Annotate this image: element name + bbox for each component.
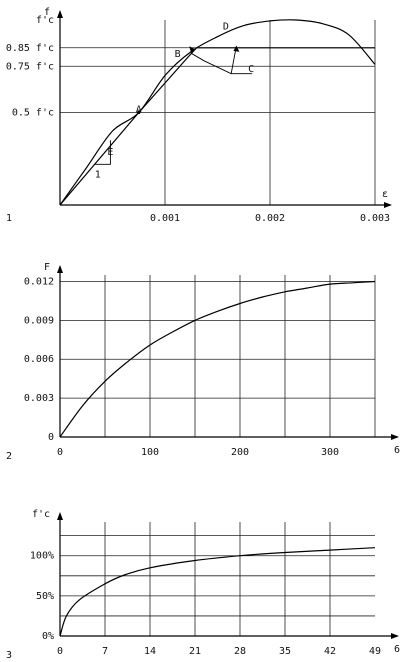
c-leader-arrow-2 [233, 45, 240, 52]
x-tick-label: 0 [57, 646, 63, 657]
annotation-label: C [248, 64, 254, 75]
x-tick-label: 42 [324, 646, 336, 657]
y-tick-label: 0% [42, 631, 54, 642]
y-tick-label: 0.009 [24, 315, 54, 326]
panels: f ε 0.001 0.002 0.003 0.5 f'c 0.75 f'c 0.85 f'c… [6, 7, 400, 661]
x-tick-label: 300 [321, 447, 339, 458]
x-tick-label: 200 [231, 447, 249, 458]
y-tick-label: 0.5 f'c [12, 108, 54, 119]
y-axis-arrow [57, 10, 63, 18]
y-tick-label: 0 [48, 432, 54, 443]
x-tick-label: 14 [144, 646, 156, 657]
x-axis-label: 6 [394, 445, 400, 456]
x-tick-label: 0 [57, 447, 63, 458]
x-tick-label: 0.001 [150, 213, 180, 224]
y-axis-arrow [57, 512, 63, 520]
y-tick-label: 0.75 f'c [6, 61, 54, 72]
y-tick-label: 0.85 f'c [6, 43, 54, 54]
point-a-marker [137, 110, 141, 115]
series-line-2 [59, 47, 375, 206]
x-tick-label: 49 [369, 646, 381, 657]
y-tick-label: f'c [36, 15, 54, 26]
annotation-label: E [107, 147, 113, 158]
x-tick-label: 0.002 [255, 213, 285, 224]
series-line-1 [59, 547, 376, 637]
y-tick-label: 50% [36, 591, 54, 602]
x-axis-label: 6 [394, 644, 400, 655]
annotation-label: 1 [95, 169, 101, 180]
x-tick-label: 100 [141, 447, 159, 458]
x-axis-arrow [391, 434, 399, 440]
chart-panel-2: F 6 0 100 200 300 0 0.003 0.006 0.009 0.012 2 [6, 262, 400, 462]
x-axis-label: ε [382, 189, 388, 200]
y-tick-label: 0.006 [24, 354, 54, 365]
annotation-label: D [223, 21, 229, 32]
slope-triangle [94, 140, 111, 165]
x-tick-label: 7 [102, 646, 108, 657]
x-tick-label: 21 [189, 646, 201, 657]
panel-number: 3 [6, 650, 12, 661]
y-tick-label: 0.012 [24, 276, 54, 287]
x-axis-arrow [384, 202, 392, 208]
annotation-label: A [136, 105, 142, 116]
y-axis-arrow [57, 265, 63, 273]
chart-panel-1: f ε 0.001 0.002 0.003 0.5 f'c 0.75 f'c 0.85 f'c… [6, 7, 392, 224]
x-tick-label: 28 [234, 646, 246, 657]
panel-number: 1 [6, 213, 12, 224]
x-tick-label: 0.003 [360, 213, 390, 224]
y-axis-label: f'c [32, 509, 50, 520]
series-line-1 [59, 280, 376, 438]
y-tick-label: 0.003 [24, 393, 54, 404]
y-axis-label: F [44, 262, 50, 273]
annotation-label: B [175, 49, 181, 60]
y-axis-label: f [44, 7, 50, 18]
y-tick-label: 100% [30, 551, 54, 562]
x-axis-arrow [391, 633, 399, 639]
c-leader-arrow-1 [189, 46, 196, 54]
panel-number: 2 [6, 451, 12, 462]
series-line-1 [59, 19, 376, 206]
chart-panel-3: f'c 6 0 7 14 21 28 35 42 49 0% 50% 100% 3 [6, 509, 400, 661]
x-tick-label: 35 [279, 646, 291, 657]
c-leader-line [191, 52, 253, 75]
